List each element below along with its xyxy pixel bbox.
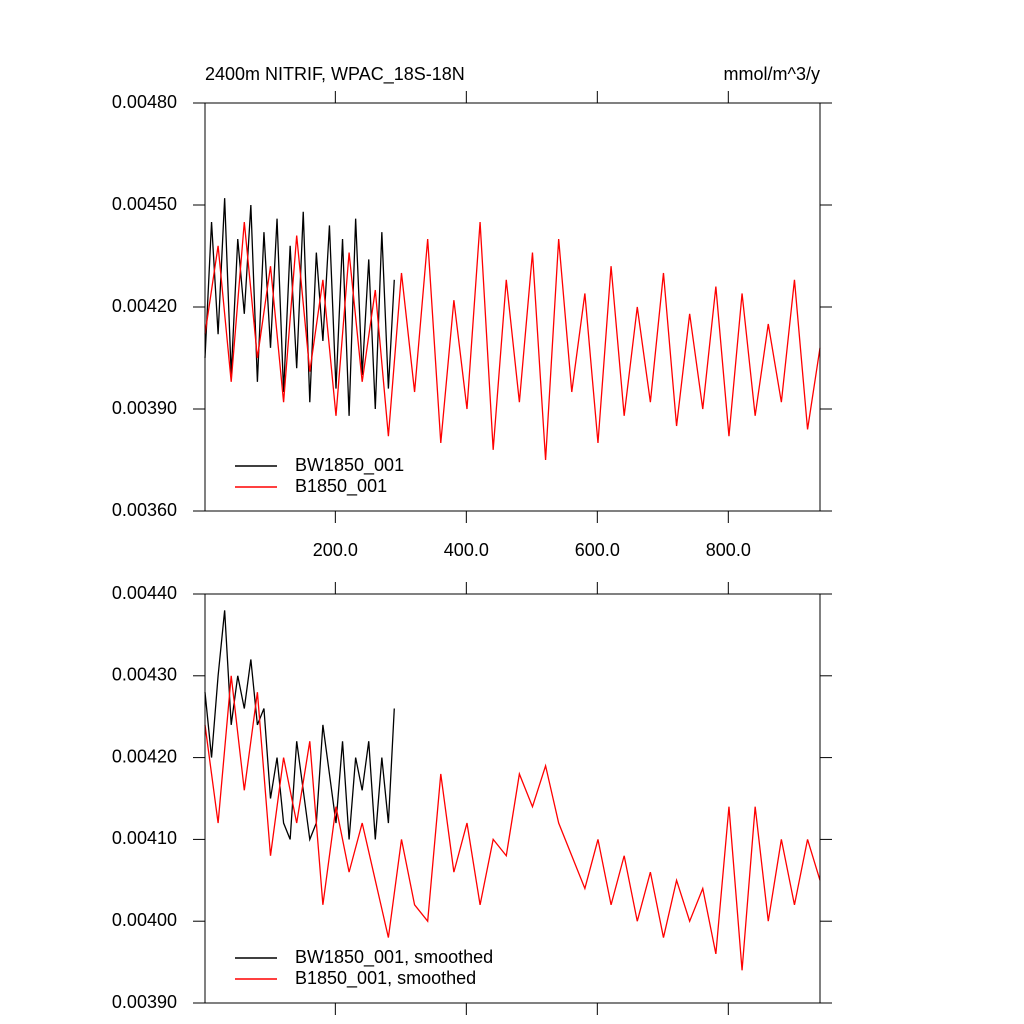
y-tick-label: 0.00480 bbox=[112, 92, 177, 112]
x-tick-label: 400.0 bbox=[444, 540, 489, 560]
y-tick-label: 0.00400 bbox=[112, 910, 177, 930]
data-line bbox=[204, 198, 395, 416]
plot-frame bbox=[204, 593, 821, 1004]
legend-label: BW1850_001 bbox=[295, 455, 404, 476]
y-tick-label: 0.00390 bbox=[112, 398, 177, 418]
chart-title: 2400m NITRIF, WPAC_18S-18N bbox=[205, 64, 465, 85]
legend-label: B1850_001 bbox=[295, 476, 387, 497]
y-tick-label: 0.00420 bbox=[112, 746, 177, 766]
units-label: mmol/m^3/y bbox=[724, 64, 820, 84]
data-line bbox=[204, 675, 821, 971]
y-tick-label: 0.00360 bbox=[112, 500, 177, 520]
y-tick-label: 0.00430 bbox=[112, 665, 177, 685]
legend-label: B1850_001, smoothed bbox=[295, 968, 476, 989]
x-tick-label: 200.0 bbox=[313, 540, 358, 560]
y-tick-label: 0.00420 bbox=[112, 296, 177, 316]
plot-frame bbox=[204, 102, 821, 512]
x-tick-label: 600.0 bbox=[575, 540, 620, 560]
data-line bbox=[204, 610, 395, 842]
y-tick-label: 0.00440 bbox=[112, 583, 177, 603]
y-tick-label: 0.00450 bbox=[112, 194, 177, 214]
y-tick-label: 0.00410 bbox=[112, 828, 177, 848]
x-tick-label: 800.0 bbox=[706, 540, 751, 560]
data-line bbox=[204, 221, 821, 461]
legend-label: BW1850_001, smoothed bbox=[295, 947, 493, 968]
y-tick-label: 0.00390 bbox=[112, 992, 177, 1012]
